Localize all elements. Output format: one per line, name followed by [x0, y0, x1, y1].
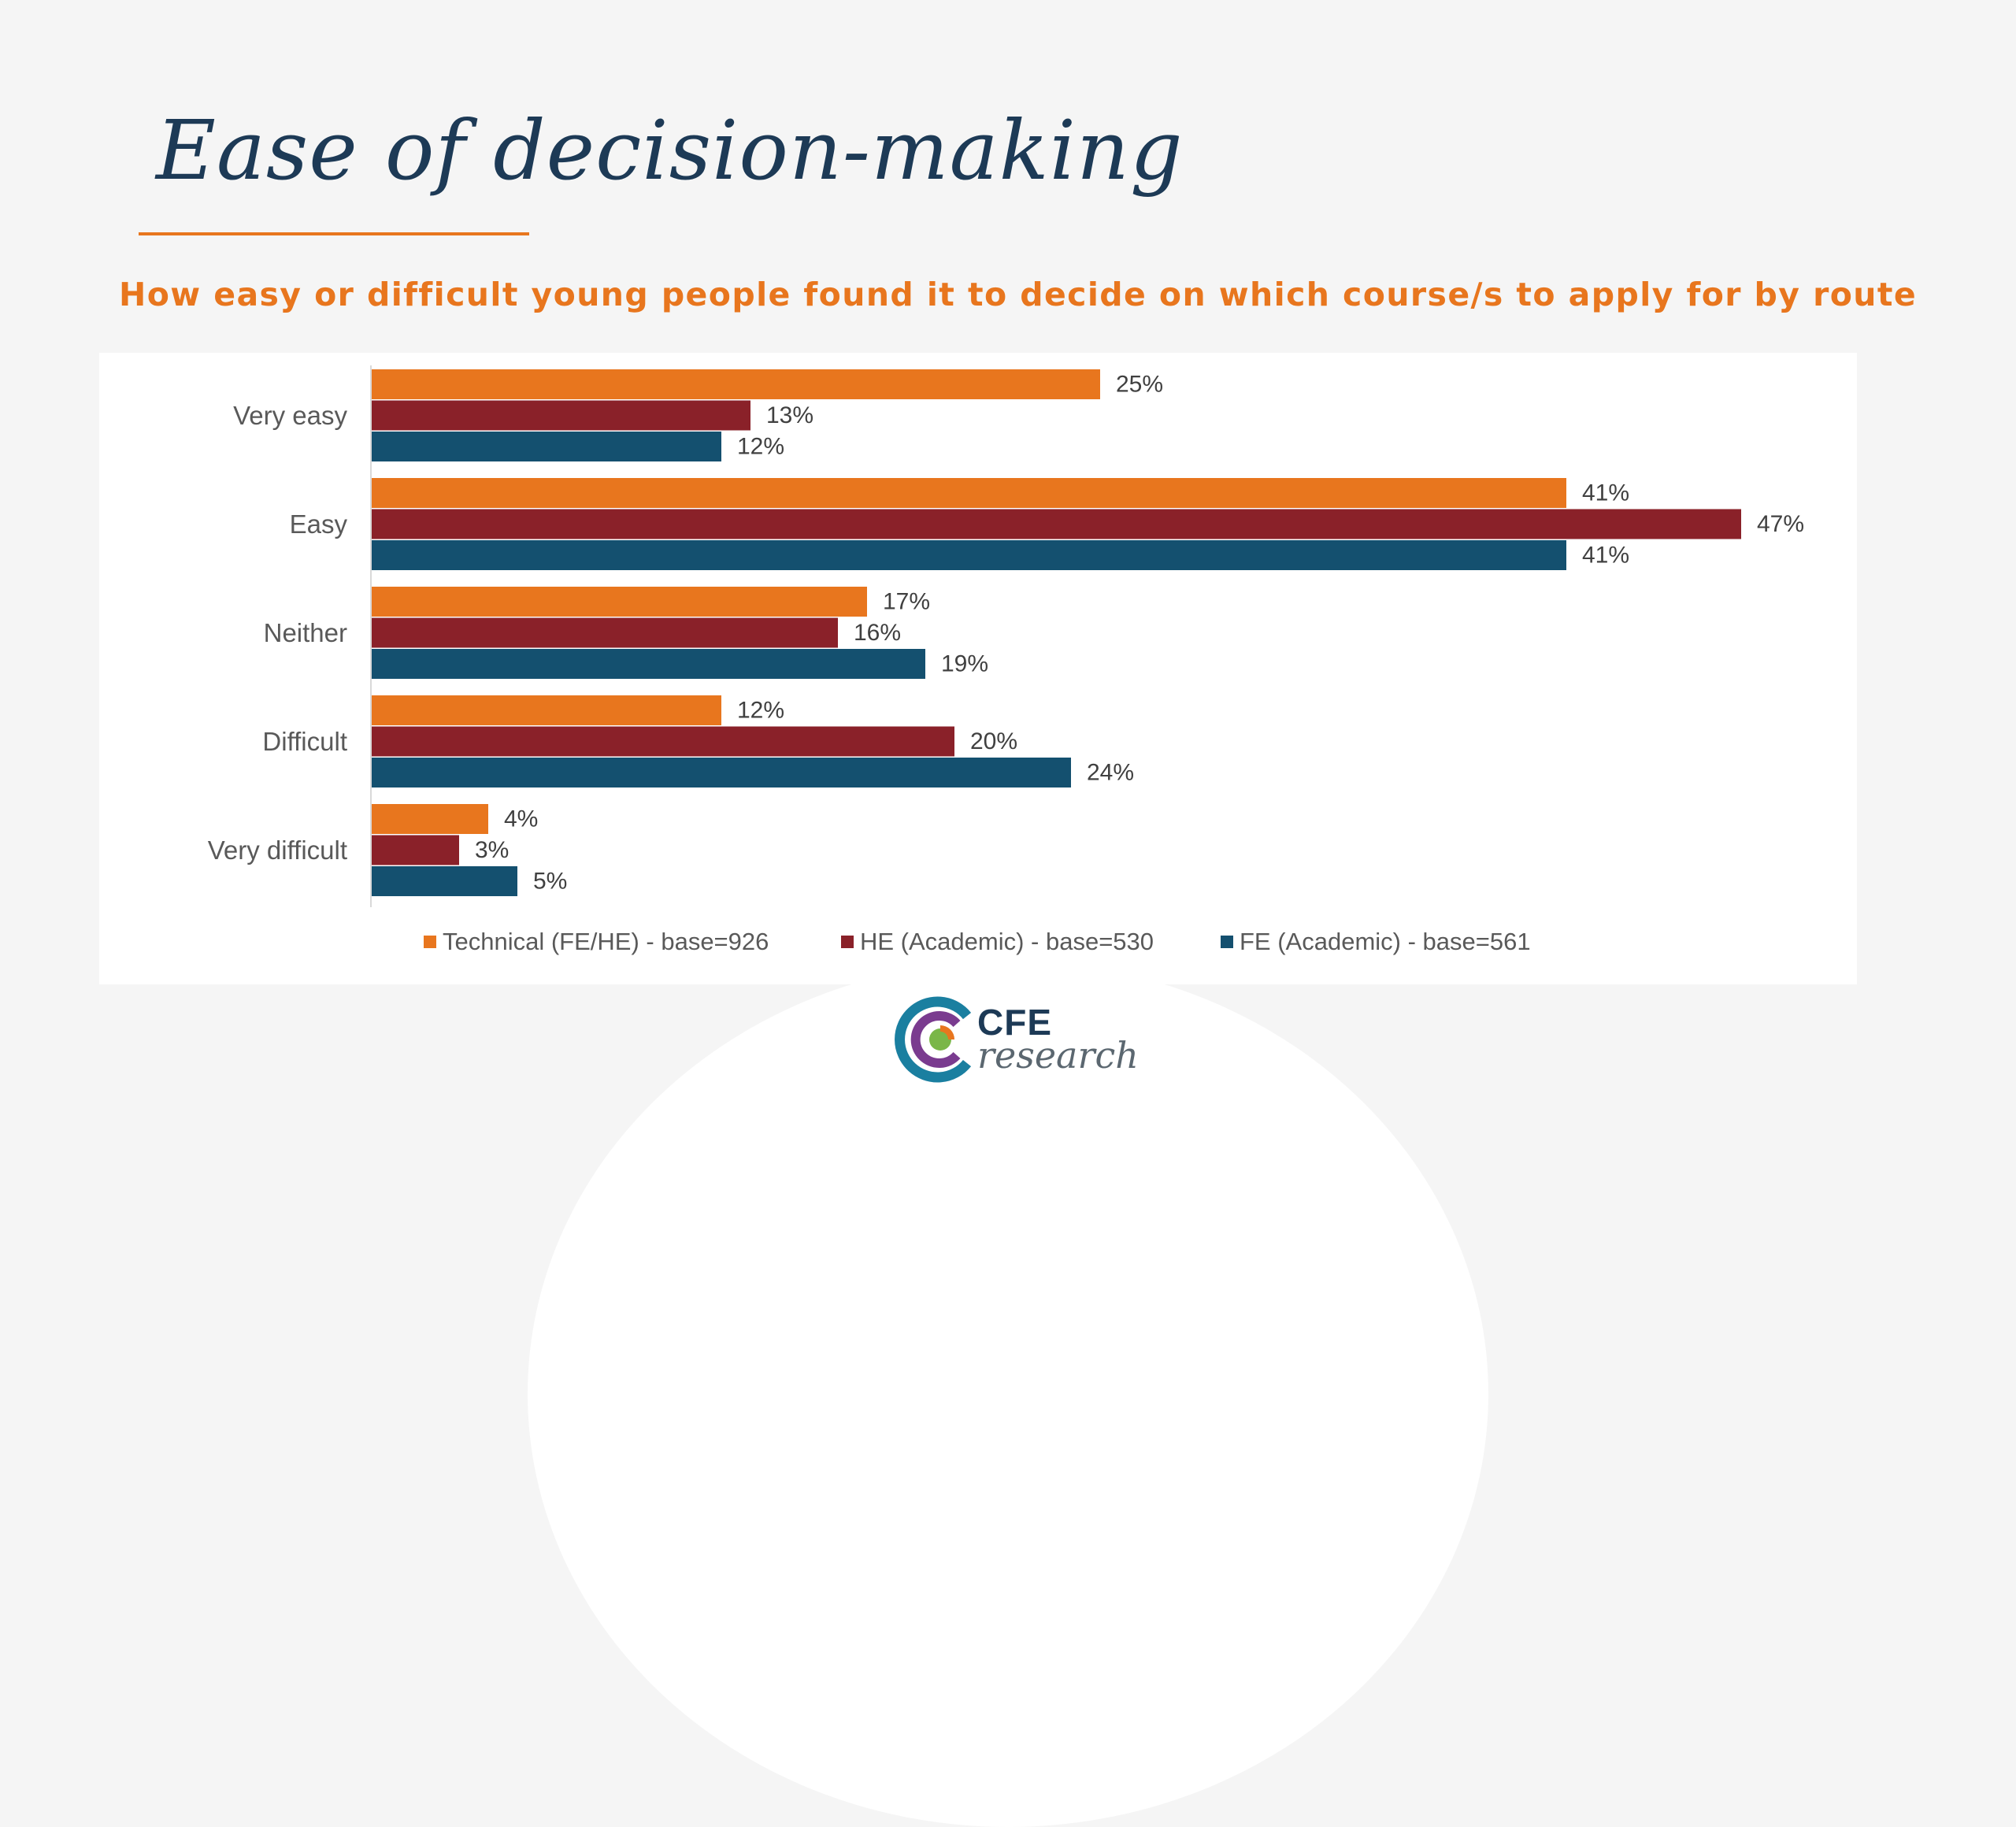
bar: [372, 509, 1741, 539]
bar: [372, 835, 459, 865]
data-label: 3%: [475, 837, 509, 863]
bar: [372, 804, 488, 834]
data-label: 5%: [533, 869, 567, 895]
category-label: Very easy: [233, 401, 347, 430]
data-label: 16%: [854, 620, 901, 646]
logo-text-research: research: [977, 1034, 1139, 1077]
data-label: 20%: [970, 728, 1017, 754]
data-label: 19%: [941, 651, 988, 677]
bar: [372, 617, 838, 648]
legend-item: HE (Academic) - base=530: [841, 928, 1154, 956]
legend-swatch: [841, 936, 854, 948]
data-label: 13%: [766, 402, 813, 428]
bar: [372, 695, 721, 725]
data-label: 47%: [1757, 511, 1804, 537]
slide-subtitle: How easy or difficult young people found…: [119, 276, 1918, 313]
legend-label: FE (Academic) - base=561: [1240, 928, 1531, 955]
data-label: 41%: [1582, 543, 1629, 569]
data-label: 17%: [883, 589, 930, 615]
bar: [372, 866, 517, 896]
chart-legend: Technical (FE/HE) - base=926 HE (Academic…: [99, 928, 1857, 959]
bar: [372, 369, 1100, 399]
legend-label: Technical (FE/HE) - base=926: [443, 928, 769, 955]
bar: [372, 587, 867, 617]
bar: [372, 478, 1566, 508]
bar-chart: Very easy 25% 13% 12% Easy 41% 47% 41% Neither 17…: [208, 365, 1804, 907]
category-label: Difficult: [262, 727, 347, 756]
bar: [372, 758, 1071, 788]
legend-item: Technical (FE/HE) - base=926: [424, 928, 769, 956]
background-arc: [528, 961, 1488, 1827]
title-underline: [139, 232, 529, 235]
category-label: Neither: [264, 618, 347, 647]
legend-item: FE (Academic) - base=561: [1221, 928, 1531, 956]
data-label: 41%: [1582, 480, 1629, 506]
data-label: 4%: [504, 806, 538, 832]
cfe-research-logo: CFE research: [892, 988, 1144, 1091]
data-label: 12%: [737, 698, 784, 724]
data-label: 12%: [737, 434, 784, 460]
chart-panel: Very easy 25% 13% 12% Easy 41% 47% 41% Neither 17…: [99, 353, 1857, 984]
bar: [372, 540, 1566, 570]
data-label: 24%: [1087, 760, 1134, 786]
data-label: 25%: [1116, 372, 1163, 398]
bar: [372, 726, 954, 757]
logo-text-cfe: CFE: [977, 1002, 1052, 1043]
legend-swatch: [1221, 936, 1233, 948]
cfe-logo-mark-icon: [895, 996, 972, 1083]
legend-swatch: [424, 936, 436, 948]
category-label: Very difficult: [208, 836, 347, 865]
bar: [372, 649, 925, 679]
slide-title: Ease of decision-making: [156, 102, 1184, 198]
category-label: Easy: [290, 510, 348, 539]
legend-label: HE (Academic) - base=530: [860, 928, 1154, 955]
bar: [372, 400, 750, 431]
bar: [372, 432, 721, 461]
